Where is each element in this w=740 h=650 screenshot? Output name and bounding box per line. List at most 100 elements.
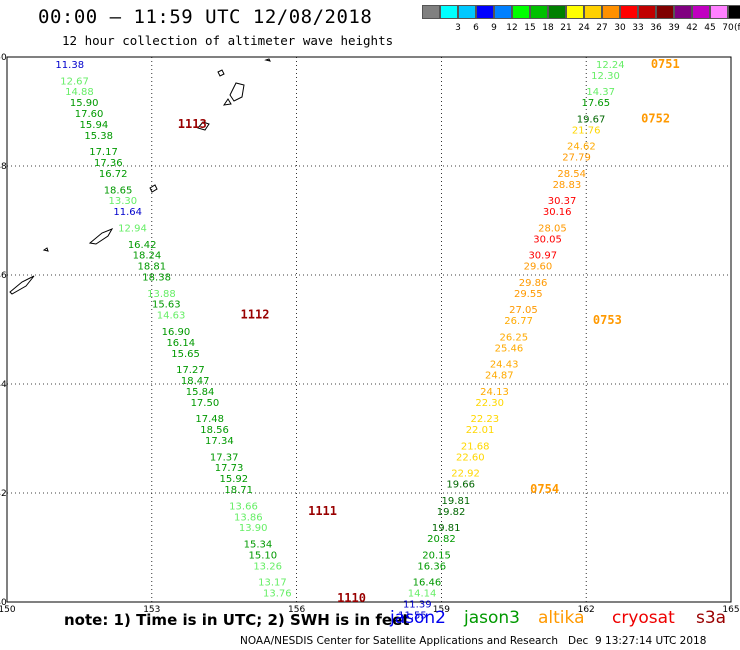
scale-swatch [494,5,512,19]
scale-swatch [728,5,740,19]
footnote: note: 1) Time is in UTC; 2) SWH is in fe… [64,611,410,629]
scale-swatch [530,5,548,19]
wave-height-value: 13.88 [147,289,176,300]
wave-height-value: 27.05 [509,305,538,316]
lon-tick-label: 150 [0,605,16,615]
scale-label: 39 [668,23,680,33]
wave-height-value: 29.55 [514,289,543,300]
scale-swatch [692,5,710,19]
scale-swatch [656,5,674,19]
scale-label: 24 [578,23,590,33]
scale-swatch [458,5,476,19]
wave-height-value: 16.36 [417,561,446,572]
page-title: 00:00 – 11:59 UTC 12/08/2018 [38,6,373,28]
wave-height-value: 15.38 [84,131,113,142]
wave-height-value: 20.82 [427,534,456,545]
track-time-label: 0751 [651,57,680,71]
wave-height-value: 29.60 [524,262,553,273]
page-subtitle: 12 hour collection of altimeter wave hei… [62,33,394,48]
legend-item-cryosat: cryosat [612,608,675,628]
wave-height-value: 18.38 [142,272,171,283]
wave-height-value: 30.16 [543,207,572,218]
wave-height-value: 11.64 [113,207,142,218]
wave-height-value: 13.26 [253,561,282,572]
wave-height-value: 17.73 [215,463,244,474]
scale-label: 45 [704,23,716,33]
wave-height-value: 12.30 [591,71,620,82]
wave-height-value: 14.88 [65,87,94,98]
wave-height-value: 15.34 [244,540,273,551]
scale-label: 15 [524,23,536,33]
wave-height-value: 24.87 [485,371,514,382]
wave-height-value: 20.15 [422,550,451,561]
wave-height-value: 15.63 [152,300,181,311]
wave-height-value: 12.94 [118,223,147,234]
scale-swatch [422,5,440,19]
wave-height-value: 14.37 [586,87,615,98]
wave-height-value: 19.67 [577,114,606,125]
wave-height-value: 30.37 [548,196,577,207]
wave-height-value: 17.48 [195,414,224,425]
wave-height-value: 29.86 [519,278,548,289]
wave-height-value: 12.67 [60,76,89,87]
scale-units: (ft) [734,23,740,33]
lat-tick-label: 46 [0,271,7,281]
wave-height-value: 17.17 [89,147,118,158]
wave-height-value: 18.65 [104,185,133,196]
scale-label: 9 [491,23,497,33]
wave-height-value: 17.37 [210,452,239,463]
wave-height-value: 14.63 [157,311,186,322]
lon-tick-label: 162 [578,605,595,615]
wave-height-value: 15.65 [171,349,200,360]
wave-height-value: 17.27 [176,365,205,376]
wave-height-value: 22.01 [466,425,495,436]
wave-height-value: 24.13 [480,387,509,398]
wave-height-value: 22.30 [475,398,504,409]
legend-item-jason3: jason3 [464,608,520,628]
map-frame [6,56,732,603]
scale-label: 18 [542,23,554,33]
wave-height-value: 18.71 [224,485,253,496]
wave-height-value: 11.55 [398,610,427,621]
scale-label: 36 [650,23,662,33]
wave-height-value: 19.82 [437,507,466,518]
track-time-label: 1112 [241,308,270,322]
wave-height-value: 30.97 [528,251,557,262]
wave-height-value: 16.42 [128,240,157,251]
lon-tick-label: 156 [288,605,305,615]
wave-height-value: 11.39 [403,599,432,610]
island-outline [149,184,158,193]
scale-swatch [476,5,494,19]
scale-label: 33 [632,23,644,33]
island-outline [197,121,210,131]
scale-swatch [710,5,728,19]
wave-height-value: 17.36 [94,158,123,169]
wave-height-value: 15.94 [80,120,109,131]
scale-label: 30 [614,23,626,33]
wave-height-value: 18.24 [133,251,162,262]
scale-swatch [674,5,692,19]
legend-item-s3a: s3a [696,608,727,628]
track-time-label: 1111 [308,504,337,518]
scale-swatch [548,5,566,19]
island-outline [217,69,225,77]
track-time-label: 0753 [593,313,622,327]
wave-height-value: 19.81 [442,496,471,507]
island-outline [88,228,114,245]
wave-height-value: 19.66 [446,480,475,491]
credit-line: NOAA/NESDIS Center for Satellite Applica… [240,635,707,647]
island-outline [9,275,35,295]
wave-height-value: 15.92 [220,474,249,485]
island-outline [222,98,232,106]
wave-height-value: 18.81 [137,262,166,273]
lat-tick-label: 42 [0,489,7,499]
lat-tick-label: 44 [0,380,7,390]
scale-label: 6 [473,23,479,33]
scale-swatch [440,5,458,19]
wave-height-value: 16.14 [166,338,195,349]
track-time-label: 1110 [337,591,366,605]
wave-height-value: 28.54 [557,169,586,180]
wave-height-value: 11.38 [55,60,84,71]
wave-height-value: 28.05 [538,223,567,234]
